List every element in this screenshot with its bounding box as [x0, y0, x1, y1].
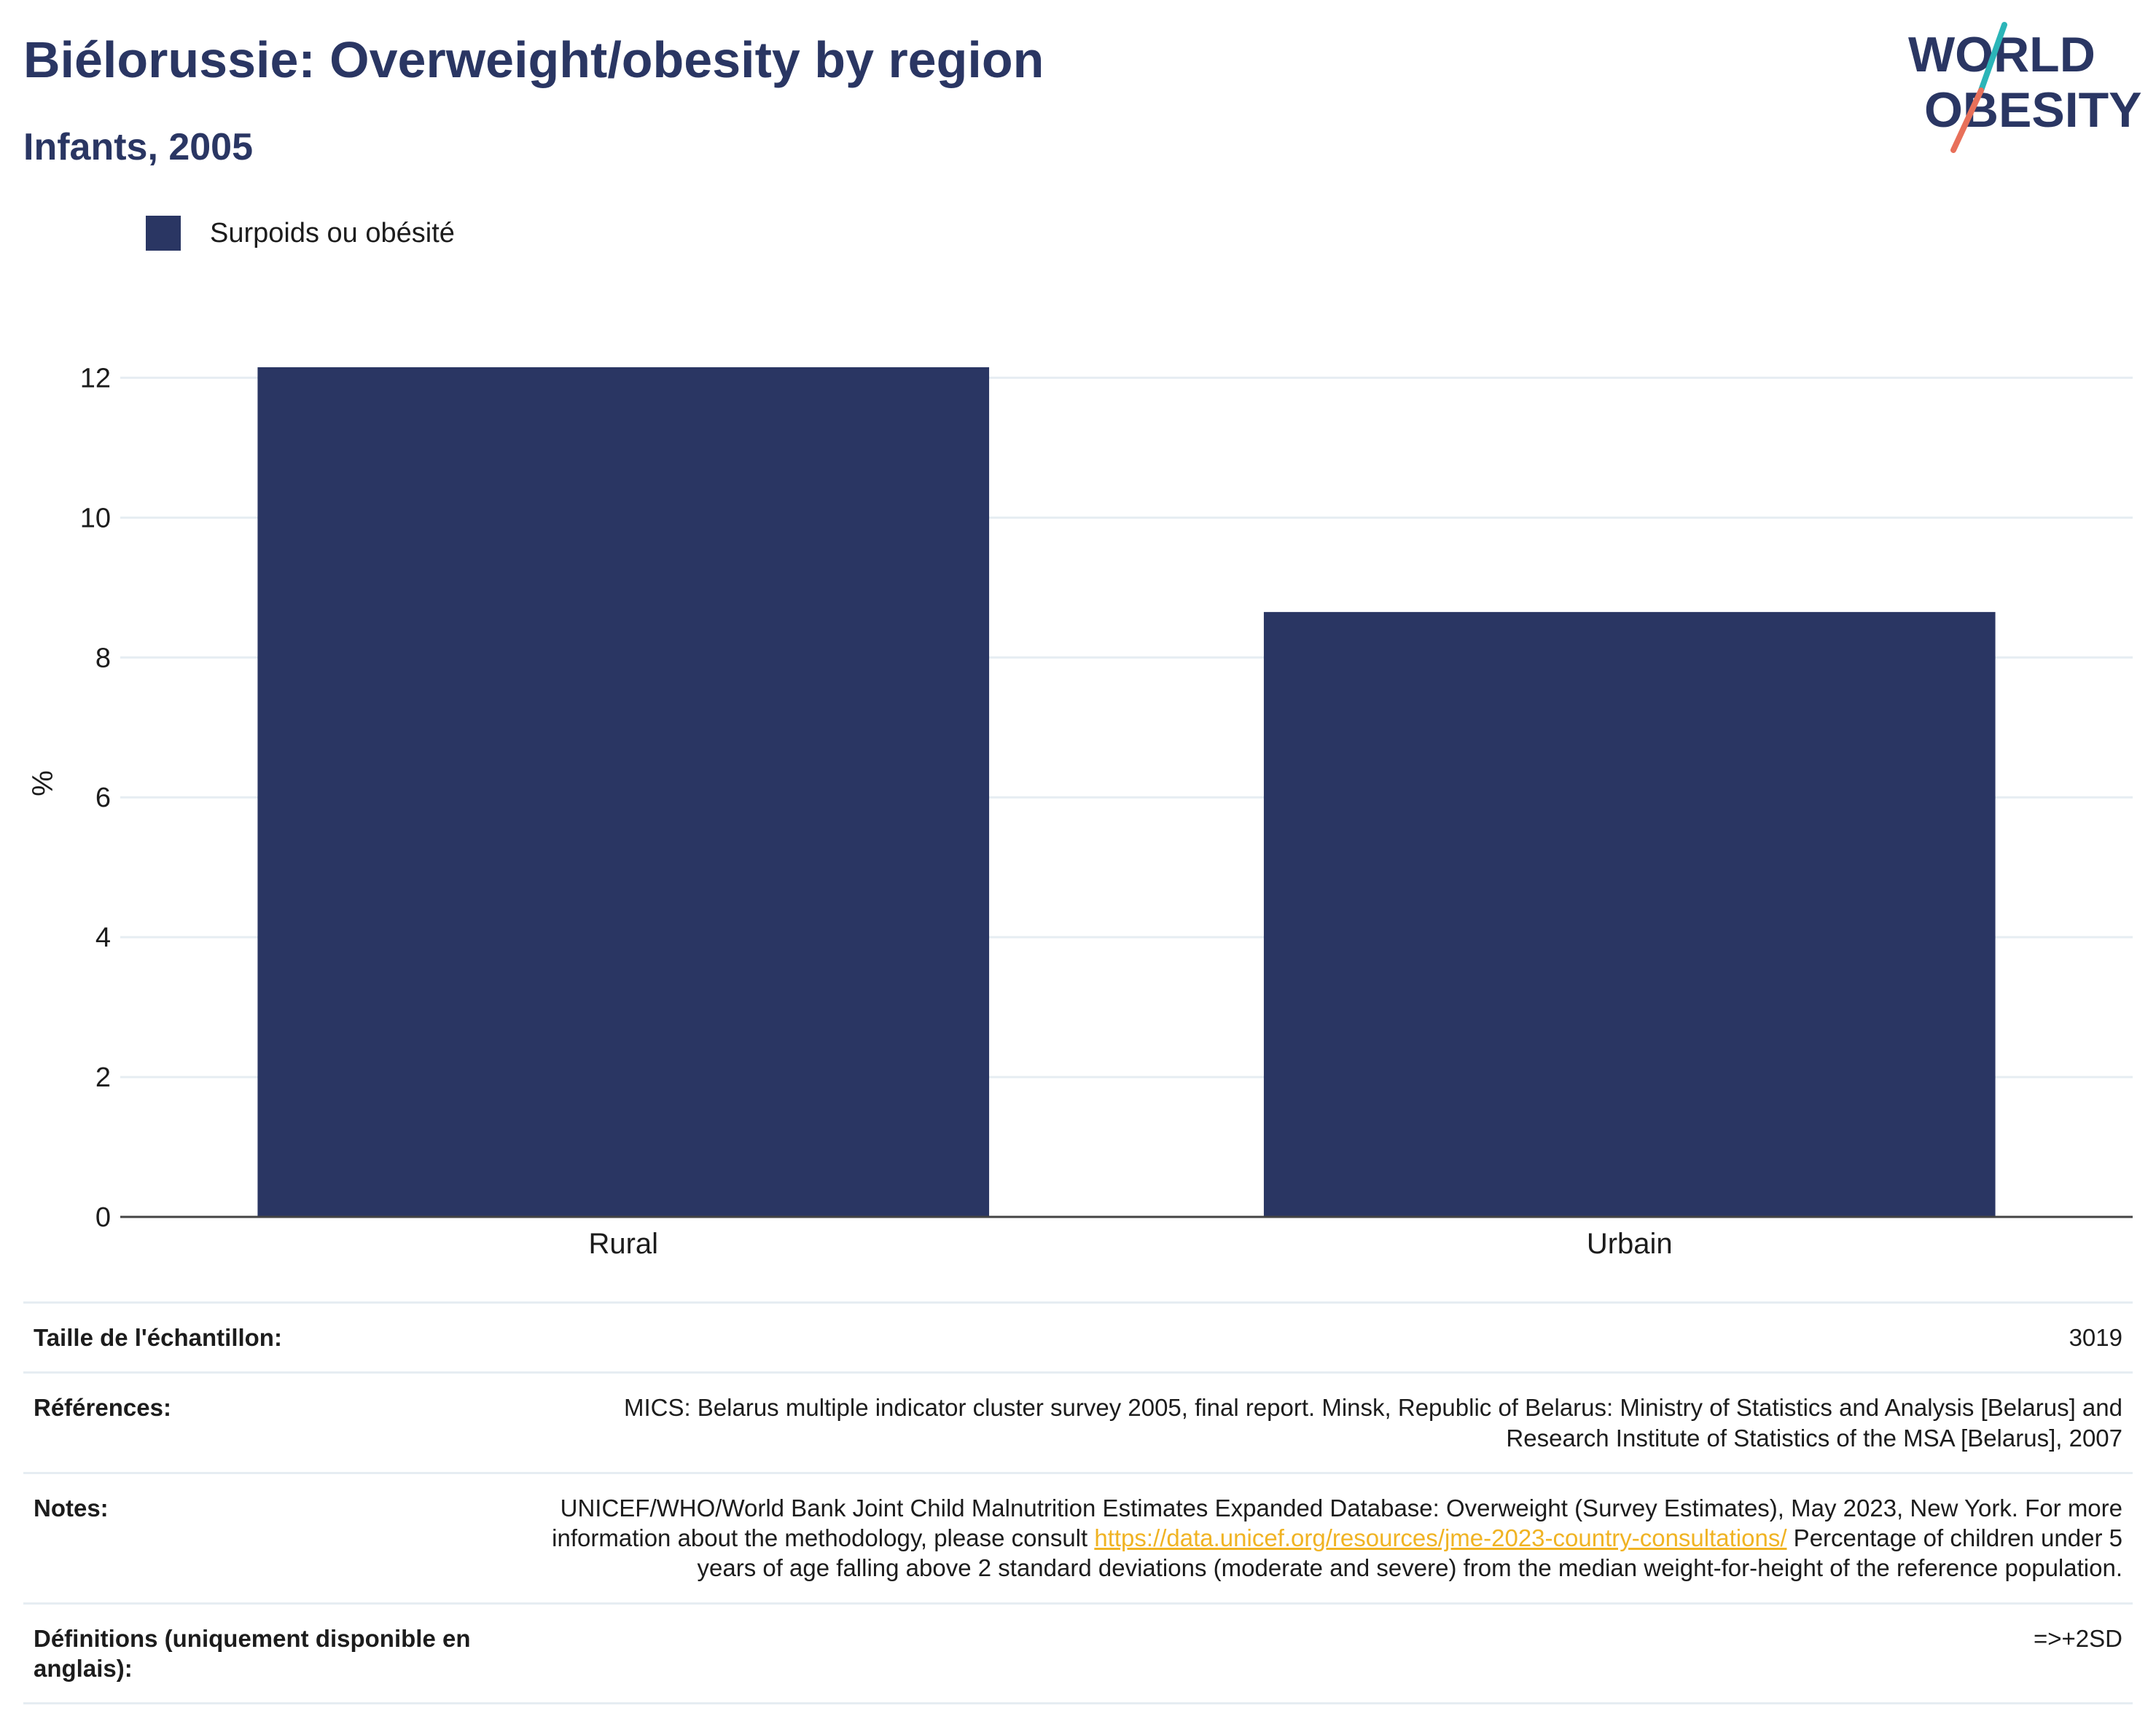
notes-text-after: Percentage of children under 5 years of …: [697, 1524, 2123, 1582]
chart-legend: Surpoids ou obésité: [146, 216, 455, 251]
references-value: MICS: Belarus multiple indicator cluster…: [623, 1394, 2122, 1452]
info-table: Taille de l'échantillon: 3019 Références…: [23, 1301, 2133, 1704]
definitions-label: Définitions (uniquement disponible en an…: [34, 1624, 471, 1682]
y-axis-label: %: [27, 770, 59, 796]
y-tick-label: 6: [95, 783, 111, 813]
info-row-sample-size: Taille de l'échantillon: 3019: [23, 1302, 2133, 1373]
page-subtitle: Infants, 2005: [23, 126, 254, 168]
logo-word-obesity: OBESITY: [1924, 82, 2142, 138]
legend-swatch: [146, 216, 181, 251]
notes-text-before: UNICEF/WHO/World Bank Joint Child Malnut…: [552, 1494, 2122, 1551]
y-tick-label: 12: [80, 363, 111, 393]
bar: [1263, 611, 1996, 1217]
y-tick-label: 8: [95, 643, 111, 673]
logo-slash-coral: [1950, 87, 1984, 153]
bar-chart: 0 2 4 6 8 10 12 Rural Urbain%: [27, 363, 2133, 1260]
x-tick-label: Urbain: [1587, 1228, 1673, 1260]
world-obesity-logo: WORLD OBESITY: [1908, 22, 2142, 153]
notes-label: Notes:: [34, 1494, 109, 1521]
info-row-notes: Notes: UNICEF/WHO/World Bank Joint Child…: [23, 1473, 2133, 1603]
notes-methodology-link[interactable]: https://data.unicef.org/resources/jme-20…: [1094, 1524, 1787, 1551]
y-tick-label: 2: [95, 1062, 111, 1093]
y-tick-label: 10: [80, 503, 111, 533]
page-title: Biélorussie: Overweight/obesity by regio…: [23, 31, 1044, 88]
x-tick-label: Rural: [588, 1228, 658, 1260]
logo-slash-teal: [1978, 22, 2007, 93]
info-row-references: Références: MICS: Belarus multiple indic…: [23, 1372, 2133, 1473]
definitions-value: =>+2SD: [2033, 1624, 2122, 1652]
sample-size-label: Taille de l'échantillon:: [34, 1324, 282, 1351]
legend-label: Surpoids ou obésité: [210, 217, 455, 248]
references-label: Références:: [34, 1394, 171, 1422]
bar: [257, 367, 990, 1217]
info-row-definitions: Définitions (uniquement disponible en an…: [23, 1603, 2133, 1704]
y-tick-label: 4: [95, 923, 111, 953]
notes-value: UNICEF/WHO/World Bank Joint Child Malnut…: [510, 1473, 2133, 1603]
y-tick-label: 0: [95, 1202, 111, 1233]
sample-size-value: 3019: [2069, 1324, 2122, 1351]
